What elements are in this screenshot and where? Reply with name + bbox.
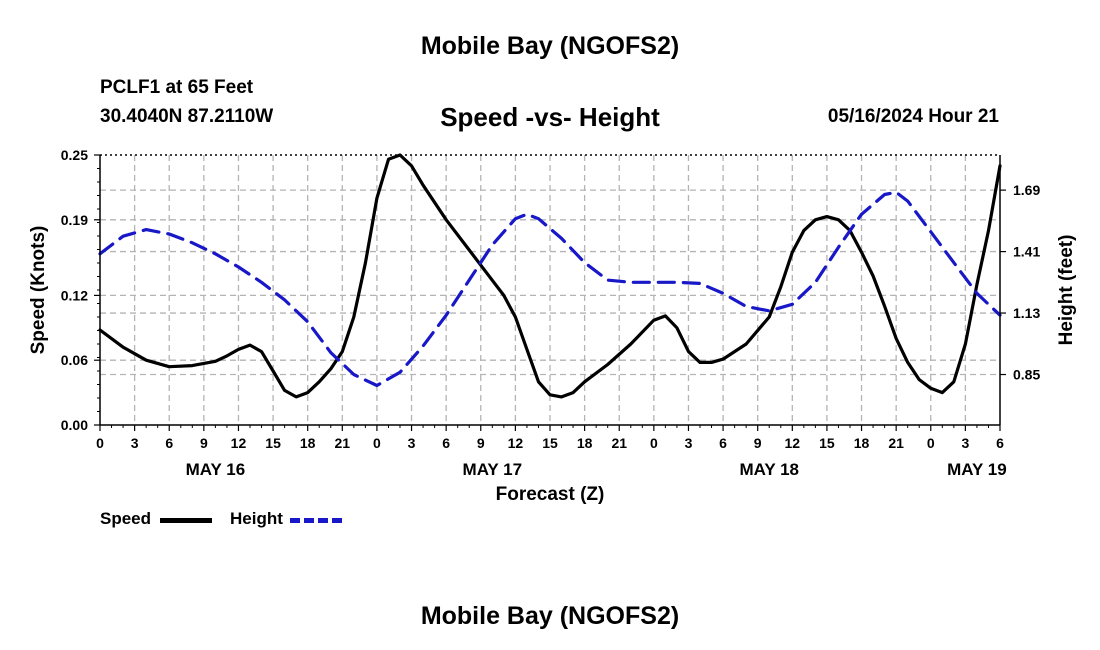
chart-subtitle: Speed -vs- Height bbox=[440, 102, 660, 132]
x-tick-label: 15 bbox=[265, 435, 281, 451]
x-axis-title: Forecast (Z) bbox=[496, 484, 605, 505]
y-tick-label: 0.12 bbox=[61, 287, 88, 303]
y2-tick-label: 1.69 bbox=[1013, 182, 1040, 198]
x-tick-label: 21 bbox=[335, 435, 351, 451]
x-tick-label: 3 bbox=[408, 435, 416, 451]
x-tick-label: 6 bbox=[719, 435, 727, 451]
y2-tick-label: 1.13 bbox=[1013, 305, 1040, 321]
x-tick-label: 15 bbox=[819, 435, 835, 451]
forecast-datetime: 05/16/2024 Hour 21 bbox=[827, 106, 999, 127]
data-series bbox=[98, 153, 1002, 399]
footer-title: Mobile Bay (NGOFS2) bbox=[420, 602, 680, 630]
y2-tick-label: 1.41 bbox=[1013, 244, 1040, 260]
legend-height-label: Height bbox=[230, 509, 283, 528]
y2-tick-label: 0.85 bbox=[1013, 367, 1040, 383]
day-label: MAY 19 bbox=[947, 460, 1007, 479]
station-label: PCLF1 at 65 Feet bbox=[100, 77, 254, 98]
x-tick-label: 21 bbox=[888, 435, 904, 451]
grid-lines bbox=[100, 155, 1000, 425]
series-line-height bbox=[98, 190, 1002, 388]
x-tick-label: 6 bbox=[165, 435, 173, 451]
axes bbox=[94, 154, 1006, 431]
x-tick-label: 9 bbox=[200, 435, 208, 451]
x-tick-label: 12 bbox=[785, 435, 801, 451]
station-coords: 30.4040N 87.2110W bbox=[100, 106, 274, 127]
x-tick-label: 6 bbox=[442, 435, 450, 451]
x-tick-label: 0 bbox=[650, 435, 658, 451]
y-tick-label: 0.06 bbox=[61, 352, 88, 368]
x-tick-label: 15 bbox=[542, 435, 558, 451]
x-tick-label: 0 bbox=[96, 435, 104, 451]
chart-title: Mobile Bay (NGOFS2) bbox=[420, 32, 680, 60]
x-tick-label: 9 bbox=[477, 435, 485, 451]
x-tick-label: 9 bbox=[754, 435, 762, 451]
x-tick-label: 3 bbox=[131, 435, 139, 451]
x-tick-label: 12 bbox=[508, 435, 524, 451]
y-axis-title: Speed (Knots) bbox=[28, 226, 49, 355]
y2-axis-title: Height (feet) bbox=[1056, 235, 1077, 346]
x-tick-label: 6 bbox=[996, 435, 1004, 451]
x-tick-label: 21 bbox=[611, 435, 627, 451]
day-label: MAY 18 bbox=[739, 460, 799, 479]
x-tick-label: 18 bbox=[577, 435, 593, 451]
legend-height-swatch bbox=[290, 518, 342, 523]
y-tick-label: 0.00 bbox=[61, 417, 88, 433]
legend-speed-label: Speed bbox=[100, 509, 152, 528]
series-line-speed bbox=[98, 153, 1002, 399]
x-tick-label: 0 bbox=[373, 435, 381, 451]
legend-speed-swatch bbox=[160, 518, 212, 523]
day-label: MAY 17 bbox=[463, 460, 523, 479]
axis-labels: 0 3 6 9 12 15 18 21 0 3 6 9 12 15 18 21 0 3 6 9 12 15 18 21 0 3 6 0… bbox=[28, 147, 1077, 505]
x-tick-label: 18 bbox=[300, 435, 316, 451]
y-tick-label: 0.25 bbox=[61, 147, 88, 163]
x-tick-label: 0 bbox=[927, 435, 935, 451]
x-tick-label: 3 bbox=[685, 435, 693, 451]
x-tick-label: 3 bbox=[961, 435, 969, 451]
x-tick-label: 18 bbox=[854, 435, 870, 451]
y-tick-label: 0.19 bbox=[61, 212, 88, 228]
x-tick-label: 12 bbox=[231, 435, 247, 451]
day-label: MAY 16 bbox=[186, 460, 246, 479]
